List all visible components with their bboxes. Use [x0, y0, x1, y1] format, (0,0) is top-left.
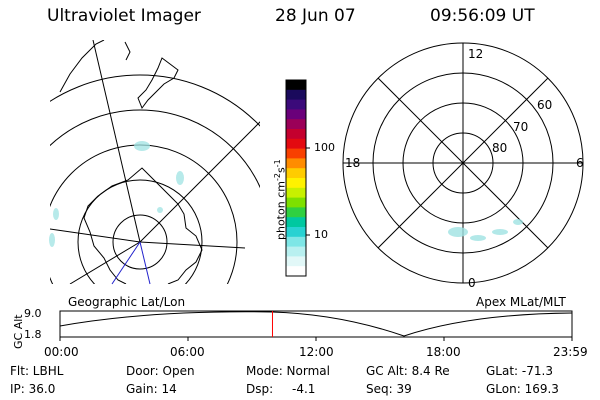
colorbar-tick-label-10: 10: [314, 228, 328, 241]
dsp-value: -4.1: [292, 382, 316, 396]
glon-status: GLon: 169.3: [486, 382, 559, 396]
altitude-curve: [59, 311, 573, 337]
colorbar-segment: [286, 217, 306, 228]
time-label: 09:56:09 UT: [430, 6, 535, 26]
glat-status: GLat: -71.3: [486, 364, 553, 378]
polar-map-caption: Apex MLat/MLT: [476, 295, 566, 309]
colorbar-segment: [286, 266, 306, 277]
colorbar-segment: [286, 129, 306, 140]
altitude-xtick-label: 23:59: [553, 345, 588, 359]
geo-lat-circle: [50, 109, 260, 189]
mlt-label-12: 12: [468, 47, 484, 61]
geo-map: [49, 40, 260, 285]
geo-meridian: [92, 40, 141, 243]
gain-status: Gain: 14: [126, 382, 177, 396]
colorbar-segment: [286, 89, 306, 101]
altitude-xtick-label: 00:00: [44, 345, 79, 359]
mode-status: Mode: Normal: [246, 364, 330, 378]
colorbar-segment: [286, 187, 306, 199]
geo-lat-circle: [77, 179, 203, 284]
australia-coastline: [59, 40, 105, 93]
seq-status: Seq: 39: [366, 382, 412, 396]
colorbar-segment: [286, 158, 306, 169]
geo-meridian: [50, 228, 141, 243]
altitude-plot: [59, 310, 573, 341]
antarctica-coastline: [83, 167, 203, 284]
flt-status: Flt: LBHL: [10, 364, 64, 378]
colorbar-label: photon cm-2s-1: [273, 159, 288, 240]
mlt-label-0: 0: [468, 276, 476, 290]
geo-magnetic-line: [139, 241, 151, 285]
colorbar-frame: [285, 79, 307, 277]
colorbar-segment: [286, 197, 306, 208]
polar-map: [342, 42, 584, 284]
colorbar-segment: [286, 207, 306, 218]
geo-meridian: [139, 121, 260, 243]
altitude-xtick-label: 12:00: [299, 345, 334, 359]
geo-meridian: [139, 241, 246, 249]
door-status: Door: Open: [126, 364, 195, 378]
geo-magnetic-line: [111, 241, 141, 285]
geo-lat-circle: [112, 214, 168, 270]
instrument-title: Ultraviolet Imager: [47, 6, 201, 26]
new-zealand-coastline: [137, 57, 179, 110]
colorbar-segment: [286, 168, 306, 179]
colorbar-segment: [286, 148, 306, 159]
colorbar-segment: [286, 119, 306, 130]
colorbar-segment: [286, 99, 306, 110]
colorbar: [285, 79, 307, 277]
mlat-label-70: 70: [513, 120, 529, 134]
altitude-xtick-label: 18:00: [426, 345, 461, 359]
colorbar-segment: [286, 178, 306, 189]
altitude-ytick-bottom: 1.8: [24, 328, 42, 341]
colorbar-segment: [286, 80, 306, 91]
polar-diagonal-line: [377, 77, 549, 249]
island-coastline: [124, 41, 131, 61]
dsp-label: Dsp:: [246, 382, 274, 396]
colorbar-segment: [286, 227, 306, 238]
colorbar-segment: [286, 138, 306, 150]
colorbar-segment: [286, 236, 306, 248]
altitude-ytick-top: 9.0: [24, 307, 42, 320]
altitude-xtick-label: 06:00: [170, 345, 205, 359]
colorbar-tick-label-100: 100: [314, 141, 335, 154]
colorbar-segment: [286, 109, 306, 120]
mlt-label-6: 6: [576, 156, 584, 170]
polar-aurora: [448, 219, 523, 241]
ip-status: IP: 36.0: [10, 382, 56, 396]
colorbar-segment: [286, 246, 306, 257]
date-label: 28 Jun 07: [275, 6, 356, 26]
geo-meridian: [69, 241, 141, 284]
altitude-plot-frame: [59, 310, 573, 338]
colorbar-segment: [286, 256, 306, 267]
mlat-label-60: 60: [537, 98, 553, 112]
mlt-label-18: 18: [345, 156, 361, 170]
geo-lat-circle: [50, 74, 260, 127]
mlat-label-80: 80: [492, 141, 508, 155]
geo-aurora: [49, 141, 184, 247]
geo-map-caption: Geographic Lat/Lon: [68, 295, 186, 309]
gcalt-status: GC Alt: 8.4 Re: [366, 364, 450, 378]
